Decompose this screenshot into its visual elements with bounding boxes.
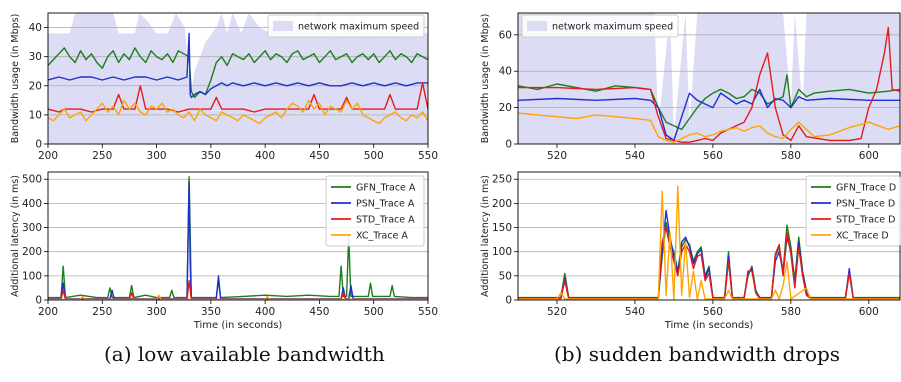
x-tick-label: 500: [364, 306, 384, 318]
chart-b-latency: 520 540 560 580 600 0 50 100 150 200 250Additional…: [480, 171, 901, 331]
y-tick-label: 0: [505, 295, 512, 307]
legend-box: [267, 14, 425, 38]
legend-label: network maximum speed: [298, 22, 419, 33]
x-tick-label: 500: [364, 150, 384, 162]
legend-label: PSN_Trace A: [356, 199, 415, 210]
y-axis-label: Bandwidth usage (in Mbps): [480, 14, 491, 144]
x-tick-label: 560: [703, 306, 723, 318]
plot-area: [48, 176, 428, 300]
y-tick-label: 40: [499, 66, 512, 78]
y-axis-label: Additional latency (in ms): [10, 175, 21, 297]
x-tick-label: 200: [38, 150, 58, 162]
y-axis-label: Bandwidth usage (in Mbps): [10, 14, 21, 144]
legend: network maximum speed: [521, 14, 679, 38]
series-line: [48, 32, 428, 99]
x-tick-label: 600: [859, 150, 879, 162]
series-line: [518, 74, 900, 131]
legend-label: XC_Trace D: [836, 231, 889, 242]
caption-a: (a) low available bandwidth: [104, 342, 385, 366]
y-tick-label: 300: [22, 222, 42, 234]
y-tick-label: 200: [492, 198, 512, 210]
x-tick-label: 300: [147, 306, 167, 318]
capacity-area: [518, 13, 900, 144]
legend-box: [805, 175, 901, 247]
y-tick-label: 20: [29, 80, 42, 92]
y-tick-label: 400: [22, 198, 42, 210]
legend: GFN_Trace A PSN_Trace A STD_Trace A XC_Trac…: [325, 175, 425, 247]
axes-frame: [517, 12, 901, 145]
y-tick-label: 30: [29, 51, 42, 63]
series-line: [48, 99, 428, 125]
x-tick-label: 250: [92, 150, 112, 162]
x-tick-label: 580: [781, 150, 801, 162]
legend-label: XC_Trace A: [356, 231, 408, 242]
x-tick-label: 580: [781, 306, 801, 318]
chart-b-bandwidth: 520 540 560 580 600 0 20 40 60 Bandwidth usage (i…: [480, 12, 901, 162]
y-tick-label: 0: [505, 139, 512, 151]
caption-b: (b) sudden bandwidth drops: [554, 342, 841, 366]
y-tick-label: 40: [29, 22, 42, 34]
x-tick-label: 350: [201, 306, 221, 318]
x-tick-label: 450: [309, 306, 329, 318]
y-axis-label: Additional latency (in ms): [480, 175, 491, 297]
y-tick-label: 500: [22, 174, 42, 186]
y-tick-label: 60: [499, 29, 512, 41]
x-tick-label: 300: [147, 150, 167, 162]
x-tick-label: 550: [418, 306, 438, 318]
x-tick-label: 540: [625, 150, 645, 162]
chart-a-latency: 200 250 300 350 400 450 500 550 0 100 200 300 400 500…: [10, 171, 438, 331]
y-tick-label: 0: [35, 295, 42, 307]
x-axis-label: Time (in seconds): [193, 320, 283, 331]
series-line: [48, 47, 428, 99]
y-tick-label: 100: [492, 246, 512, 258]
legend-swatch: [273, 21, 293, 31]
capacity-area: [48, 13, 428, 144]
series-line: [48, 176, 428, 299]
legend-label: GFN_Trace D: [836, 183, 896, 194]
x-tick-label: 540: [625, 306, 645, 318]
legend-label: network maximum speed: [552, 22, 673, 33]
x-tick-label: 520: [547, 150, 567, 162]
x-tick-label: 520: [547, 306, 567, 318]
legend-swatch: [527, 21, 547, 31]
legend: network maximum speed: [267, 14, 425, 38]
axes-frame: [47, 171, 429, 301]
x-tick-label: 600: [859, 306, 879, 318]
y-tick-label: 100: [22, 270, 42, 282]
y-tick-label: 250: [492, 174, 512, 186]
legend-label: STD_Trace A: [356, 215, 415, 226]
y-tick-label: 20: [499, 102, 512, 114]
x-tick-label: 560: [703, 150, 723, 162]
legend-box: [521, 14, 679, 38]
y-tick-label: 50: [499, 270, 512, 282]
legend-label: STD_Trace D: [836, 215, 895, 226]
chart-a-bandwidth: 200 250 300 350 400 450 500 550 0 10 20 30 40 Bandwid…: [10, 12, 438, 162]
y-tick-label: 200: [22, 246, 42, 258]
x-tick-label: 450: [309, 150, 329, 162]
x-tick-label: 200: [38, 306, 58, 318]
plot-area: [518, 13, 900, 144]
legend-label: PSN_Trace D: [836, 199, 895, 210]
series-line: [48, 294, 428, 300]
x-axis-label: Time (in seconds): [664, 320, 754, 331]
x-tick-label: 550: [418, 150, 438, 162]
x-tick-label: 400: [255, 306, 275, 318]
series-line: [518, 112, 900, 143]
legend: GFN_Trace D PSN_Trace D STD_Trace D XC_Trac…: [805, 175, 901, 247]
legend-box: [325, 175, 425, 247]
x-tick-label: 250: [92, 306, 112, 318]
legend-label: GFN_Trace A: [356, 183, 416, 194]
x-tick-label: 350: [201, 150, 221, 162]
x-tick-label: 400: [255, 150, 275, 162]
axes-frame: [47, 12, 429, 145]
series-line: [518, 185, 900, 300]
y-tick-label: 150: [492, 222, 512, 234]
y-tick-label: 0: [35, 139, 42, 151]
y-tick-label: 10: [29, 109, 42, 121]
